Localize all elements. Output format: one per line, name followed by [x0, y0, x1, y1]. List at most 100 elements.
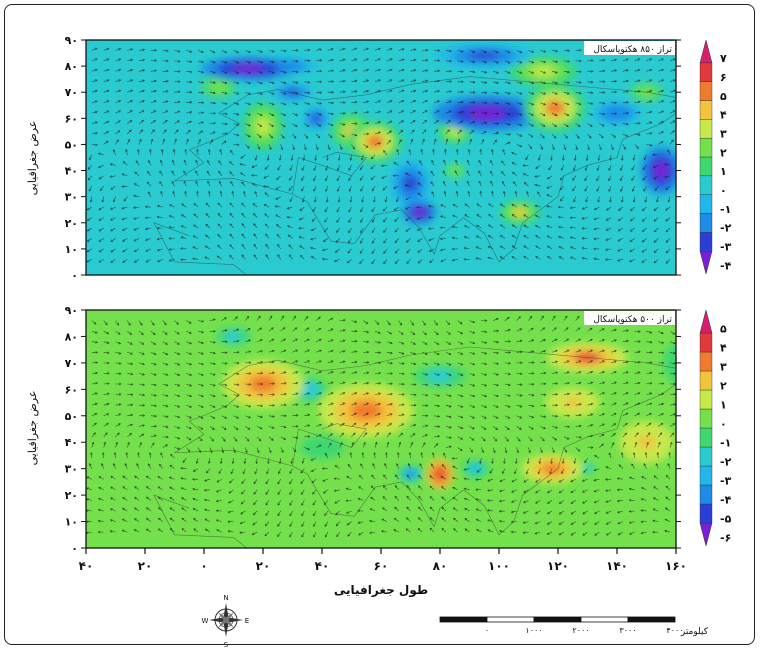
- wind-vector: [313, 175, 317, 182]
- wind-vector: [386, 351, 393, 355]
- wind-vector: [162, 90, 169, 93]
- wind-vector: [339, 339, 346, 343]
- wind-vector: [523, 235, 529, 239]
- wind-vector: [169, 528, 175, 533]
- wind-vector: [563, 436, 570, 440]
- wind-vector: [150, 110, 157, 114]
- wind-vector: [363, 100, 370, 104]
- wind-vector: [561, 468, 565, 475]
- wind-vector: [115, 362, 122, 365]
- wind-vector: [444, 148, 447, 155]
- wind-vector: [139, 424, 146, 427]
- colorbar-segment: [699, 39, 713, 64]
- wind-vector: [110, 248, 116, 253]
- wind-vector: [587, 402, 594, 406]
- wind-vector: [440, 259, 447, 263]
- wind-vector: [327, 69, 334, 73]
- wind-vector: [327, 381, 334, 385]
- colorbar-segment: [699, 465, 713, 486]
- wind-vector: [605, 248, 612, 251]
- wind-vector: [277, 165, 281, 171]
- wind-vector: [162, 383, 169, 387]
- ytick-label: ۹۰: [65, 34, 78, 47]
- wind-vector: [384, 196, 388, 203]
- wind-vector: [122, 497, 128, 501]
- wind-vector: [534, 175, 541, 178]
- wind-vector: [634, 350, 641, 354]
- wind-vector: [221, 112, 228, 116]
- wind-vector: [162, 362, 169, 366]
- wind-vector: [478, 180, 482, 187]
- wind-vector: [445, 69, 452, 73]
- wind-vector: [504, 81, 511, 85]
- wind-vector: [316, 371, 322, 374]
- wind-vector: [138, 100, 145, 103]
- wind-vector: [430, 170, 435, 176]
- wind-vector: [304, 381, 311, 385]
- wind-vector: [209, 50, 216, 54]
- wind-vector: [386, 58, 393, 62]
- wind-vector: [563, 91, 570, 95]
- wind-vector: [634, 441, 638, 448]
- wind-vector: [375, 341, 382, 344]
- wind-vector: [599, 339, 605, 342]
- wind-vector: [398, 393, 405, 396]
- wind-vector: [292, 425, 299, 428]
- wind-vector: [422, 414, 429, 418]
- wind-vector: [504, 361, 511, 365]
- wind-vector: [528, 91, 535, 95]
- wind-vector: [546, 235, 553, 239]
- wind-vector: [103, 413, 110, 417]
- wind-vector: [304, 91, 311, 95]
- wind-vector: [416, 206, 423, 209]
- wind-vector: [150, 69, 157, 73]
- wind-vector: [669, 432, 675, 438]
- wind-vector: [280, 360, 287, 364]
- wind-vector: [162, 444, 169, 448]
- wind-vector: [629, 238, 635, 242]
- wind-vector: [91, 330, 98, 334]
- wind-vector: [280, 49, 287, 53]
- colorbar-segment: [699, 332, 713, 353]
- wind-vector: [216, 478, 222, 483]
- wind-vector: [139, 89, 145, 93]
- wind-vector: [280, 447, 284, 453]
- wind-vector: [115, 48, 122, 51]
- wind-vector: [384, 463, 388, 469]
- wind-vector: [620, 452, 624, 459]
- wind-vector: [231, 458, 235, 465]
- wind-vector: [186, 50, 193, 53]
- wind-vector: [230, 181, 234, 187]
- wind-vector: [511, 256, 517, 260]
- wind-vector: [144, 216, 151, 220]
- wind-vector: [157, 486, 163, 491]
- wind-vector: [593, 227, 600, 231]
- wind-vector: [304, 360, 310, 364]
- wind-vector: [551, 338, 558, 342]
- colorbar-label: -۲: [720, 455, 732, 468]
- wind-vector: [304, 59, 311, 63]
- wind-vector: [304, 435, 311, 438]
- wind-vector: [540, 436, 545, 442]
- wind-vector: [382, 485, 388, 490]
- wind-vector: [268, 393, 275, 396]
- wind-vector: [363, 350, 370, 354]
- wind-vector: [156, 237, 163, 241]
- wind-vector: [504, 394, 511, 397]
- wind-vector: [183, 170, 187, 176]
- wind-vector: [280, 315, 284, 321]
- wind-vector: [525, 468, 529, 475]
- wind-vector: [504, 328, 511, 332]
- wind-vector: [410, 403, 417, 407]
- wind-vector: [197, 436, 203, 441]
- colorbar-label: ۲: [720, 146, 727, 159]
- wind-vector: [242, 468, 246, 475]
- wind-vector: [169, 486, 175, 491]
- wind-vector: [599, 360, 606, 364]
- wind-vector: [572, 468, 576, 474]
- scale-bar-tick: ۴۰۰۰: [666, 626, 683, 635]
- wind-vector: [504, 141, 511, 145]
- anomaly-blob: [310, 441, 334, 454]
- wind-vector: [622, 432, 628, 438]
- wind-vector: [217, 244, 222, 250]
